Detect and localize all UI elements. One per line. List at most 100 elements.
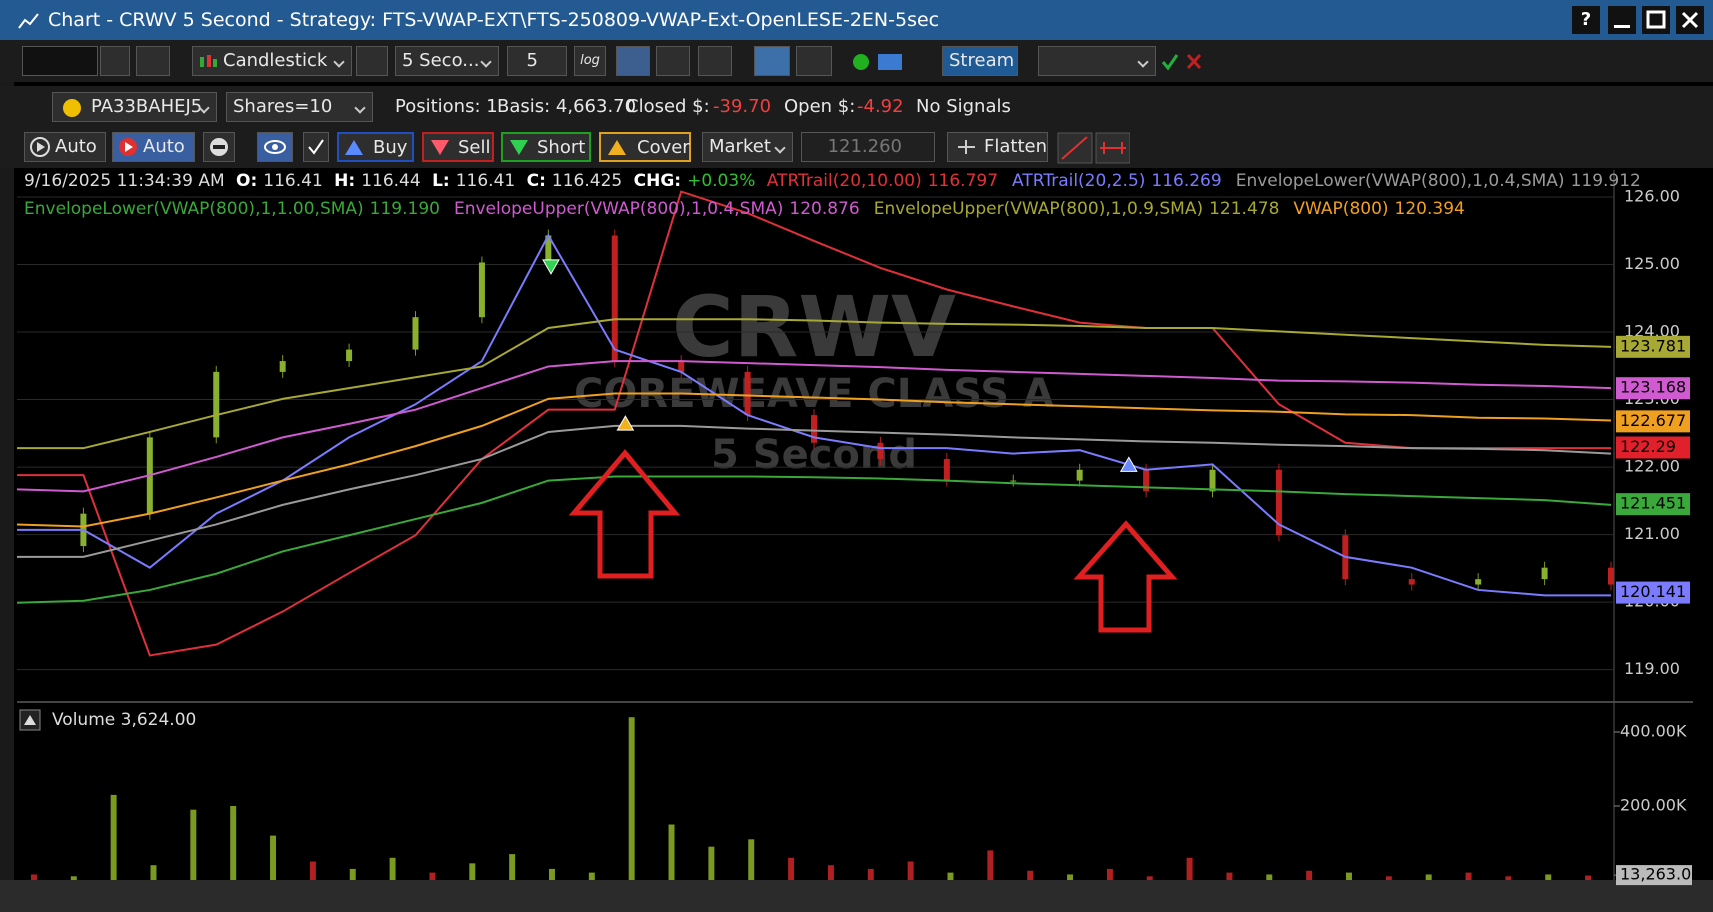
indicator-name: EnvelopeUpper(VWAP(800),1,0.9,SMA)	[873, 199, 1204, 219]
volume-bar	[309, 861, 316, 880]
check-button[interactable]	[303, 132, 329, 162]
positions: Positions: 1	[395, 96, 498, 117]
indicator-name: ATRTrail(20,10.00)	[766, 171, 922, 191]
title-bar: Chart - CRWV 5 Second - Strategy: FTS-VW…	[0, 0, 1713, 40]
volume-bar	[668, 824, 675, 880]
confirm-icons	[1161, 53, 1202, 71]
open-label: Open $:	[784, 96, 856, 117]
ohlc-label: O:	[236, 171, 258, 191]
shares-dropdown[interactable]: Shares=10	[226, 92, 373, 122]
last-value-box	[1616, 335, 1690, 358]
help-button[interactable]: ?	[1572, 6, 1600, 34]
trade-marker	[542, 259, 560, 275]
ohlc-value: 116.425	[551, 171, 623, 191]
volume-last-box	[1616, 865, 1692, 886]
candle	[1076, 469, 1083, 481]
link-button[interactable]	[100, 46, 130, 76]
toolbar-orders: Auto Auto Buy Sell Short Cover Market 12…	[0, 128, 1713, 168]
order-type-dropdown[interactable]: Market	[702, 132, 793, 162]
interval-count[interactable]: 5	[507, 46, 567, 76]
candle	[213, 371, 220, 438]
cursor-button[interactable]	[754, 46, 790, 76]
ohlc-label: L:	[432, 171, 450, 191]
trade-marker	[1119, 456, 1138, 472]
indicator-name: EnvelopeLower(VWAP(800),1,0.4,SMA)	[1235, 171, 1565, 191]
log-button[interactable]: log	[574, 46, 606, 76]
watermark-symbol: CRWV	[672, 278, 956, 376]
volume-bar	[947, 872, 954, 880]
volume-tick-label: 400.00K	[1620, 722, 1687, 741]
volume-bar	[230, 806, 237, 880]
strategy-dropdown[interactable]	[1038, 46, 1156, 76]
settings-button[interactable]	[356, 46, 388, 76]
volume-bar	[1505, 876, 1512, 880]
volume-bar	[1585, 875, 1592, 880]
volume-bar	[1465, 872, 1472, 880]
layout-button[interactable]	[656, 46, 690, 76]
app-icon	[18, 13, 39, 29]
last-value-label: 122.677	[1620, 411, 1686, 430]
price-input[interactable]: 121.260	[801, 132, 935, 162]
candle	[1209, 469, 1216, 492]
chart-style-dropdown[interactable]: Candlestick	[192, 46, 352, 76]
indicator-value: 119.190	[369, 199, 440, 219]
ohlc-label: H:	[334, 171, 356, 191]
window-button[interactable]	[698, 46, 732, 76]
camera-button[interactable]	[616, 46, 650, 76]
last-value-box	[1616, 436, 1690, 459]
volume-bar	[1306, 870, 1313, 880]
window-controls	[1608, 6, 1704, 34]
legend-row: EnvelopeLower(VWAP(800),1,1.00,SMA) 119.1…	[24, 199, 1479, 219]
indicator-line	[17, 424, 1612, 558]
closed-value: -39.70	[713, 96, 772, 117]
sell-button[interactable]: Sell	[422, 132, 494, 162]
candle	[744, 371, 751, 416]
volume-bar	[1425, 874, 1432, 880]
last-value-box	[1616, 581, 1690, 604]
auto-button[interactable]: Auto	[24, 132, 106, 162]
signals: No Signals	[916, 96, 1011, 117]
last-value-label: 122.29	[1620, 437, 1676, 456]
candle	[1408, 579, 1415, 585]
interval-dropdown[interactable]: 5 Seco...	[395, 46, 499, 76]
stream-button[interactable]: Stream	[942, 46, 1018, 76]
window-title: Chart - CRWV 5 Second - Strategy: FTS-VW…	[48, 9, 940, 31]
maximize-button[interactable]	[1642, 6, 1670, 34]
indicator-value: 119.912	[1570, 171, 1641, 191]
last-value-box	[1616, 410, 1690, 433]
legend-row: 9/16/2025 11:34:39 AM O: 116.41 H: 116.44 …	[24, 171, 1655, 191]
candle	[478, 262, 485, 318]
volume-bar	[389, 857, 396, 880]
candle	[1275, 469, 1282, 536]
status-strip	[0, 880, 1713, 912]
chain-button[interactable]	[136, 46, 170, 76]
candle	[412, 317, 419, 350]
trade-marker	[616, 415, 635, 431]
volume-tick-label: 13,263.00	[1620, 865, 1701, 884]
last-value-label: 120.141	[1620, 582, 1686, 601]
volume-bar	[1186, 857, 1193, 880]
volume-bar	[1345, 872, 1352, 880]
volume-bar	[1067, 874, 1074, 880]
indicator-line	[17, 190, 1611, 657]
indicator-line	[17, 318, 1612, 450]
basis: Basis: 4,663.70	[497, 96, 637, 117]
volume-bar	[1106, 868, 1113, 880]
volume-bar	[349, 868, 356, 880]
candle	[346, 349, 353, 362]
indicator-value: 120.394	[1394, 199, 1465, 219]
minimize-button[interactable]	[1608, 6, 1636, 34]
y-tick-label: 126.00	[1624, 187, 1680, 206]
symbol-input[interactable]	[22, 46, 98, 76]
closed-label: Closed $:	[626, 96, 710, 117]
crosshair-button[interactable]	[796, 46, 832, 76]
volume-bar	[548, 868, 555, 880]
collapse-icon	[24, 715, 36, 725]
indicator-line	[16, 392, 1612, 528]
indicator-name: ATRTrail(20,2.5)	[1012, 171, 1146, 191]
toolbar-account: PA33BAHEJ5 Shares=10 Positions: 1 Basis:…	[0, 86, 1713, 128]
indicator-value: 121.478	[1209, 199, 1280, 219]
flatten-button[interactable]: Flatten	[947, 132, 1048, 162]
